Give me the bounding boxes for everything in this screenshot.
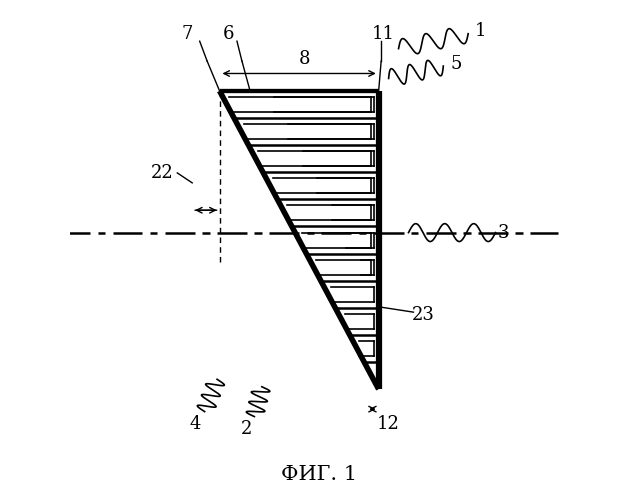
Text: 2: 2 xyxy=(241,420,253,438)
Text: 11: 11 xyxy=(372,24,395,42)
Text: 5: 5 xyxy=(450,54,461,72)
Text: 6: 6 xyxy=(223,24,234,42)
Text: ФИГ. 1: ФИГ. 1 xyxy=(281,464,357,483)
Text: 3: 3 xyxy=(497,224,508,242)
Text: 8: 8 xyxy=(299,50,310,68)
Text: 22: 22 xyxy=(151,164,174,182)
Text: 7: 7 xyxy=(182,24,193,42)
Text: 1: 1 xyxy=(475,22,486,40)
Text: 23: 23 xyxy=(412,306,435,324)
Text: 12: 12 xyxy=(377,415,400,433)
Text: 4: 4 xyxy=(189,415,200,433)
